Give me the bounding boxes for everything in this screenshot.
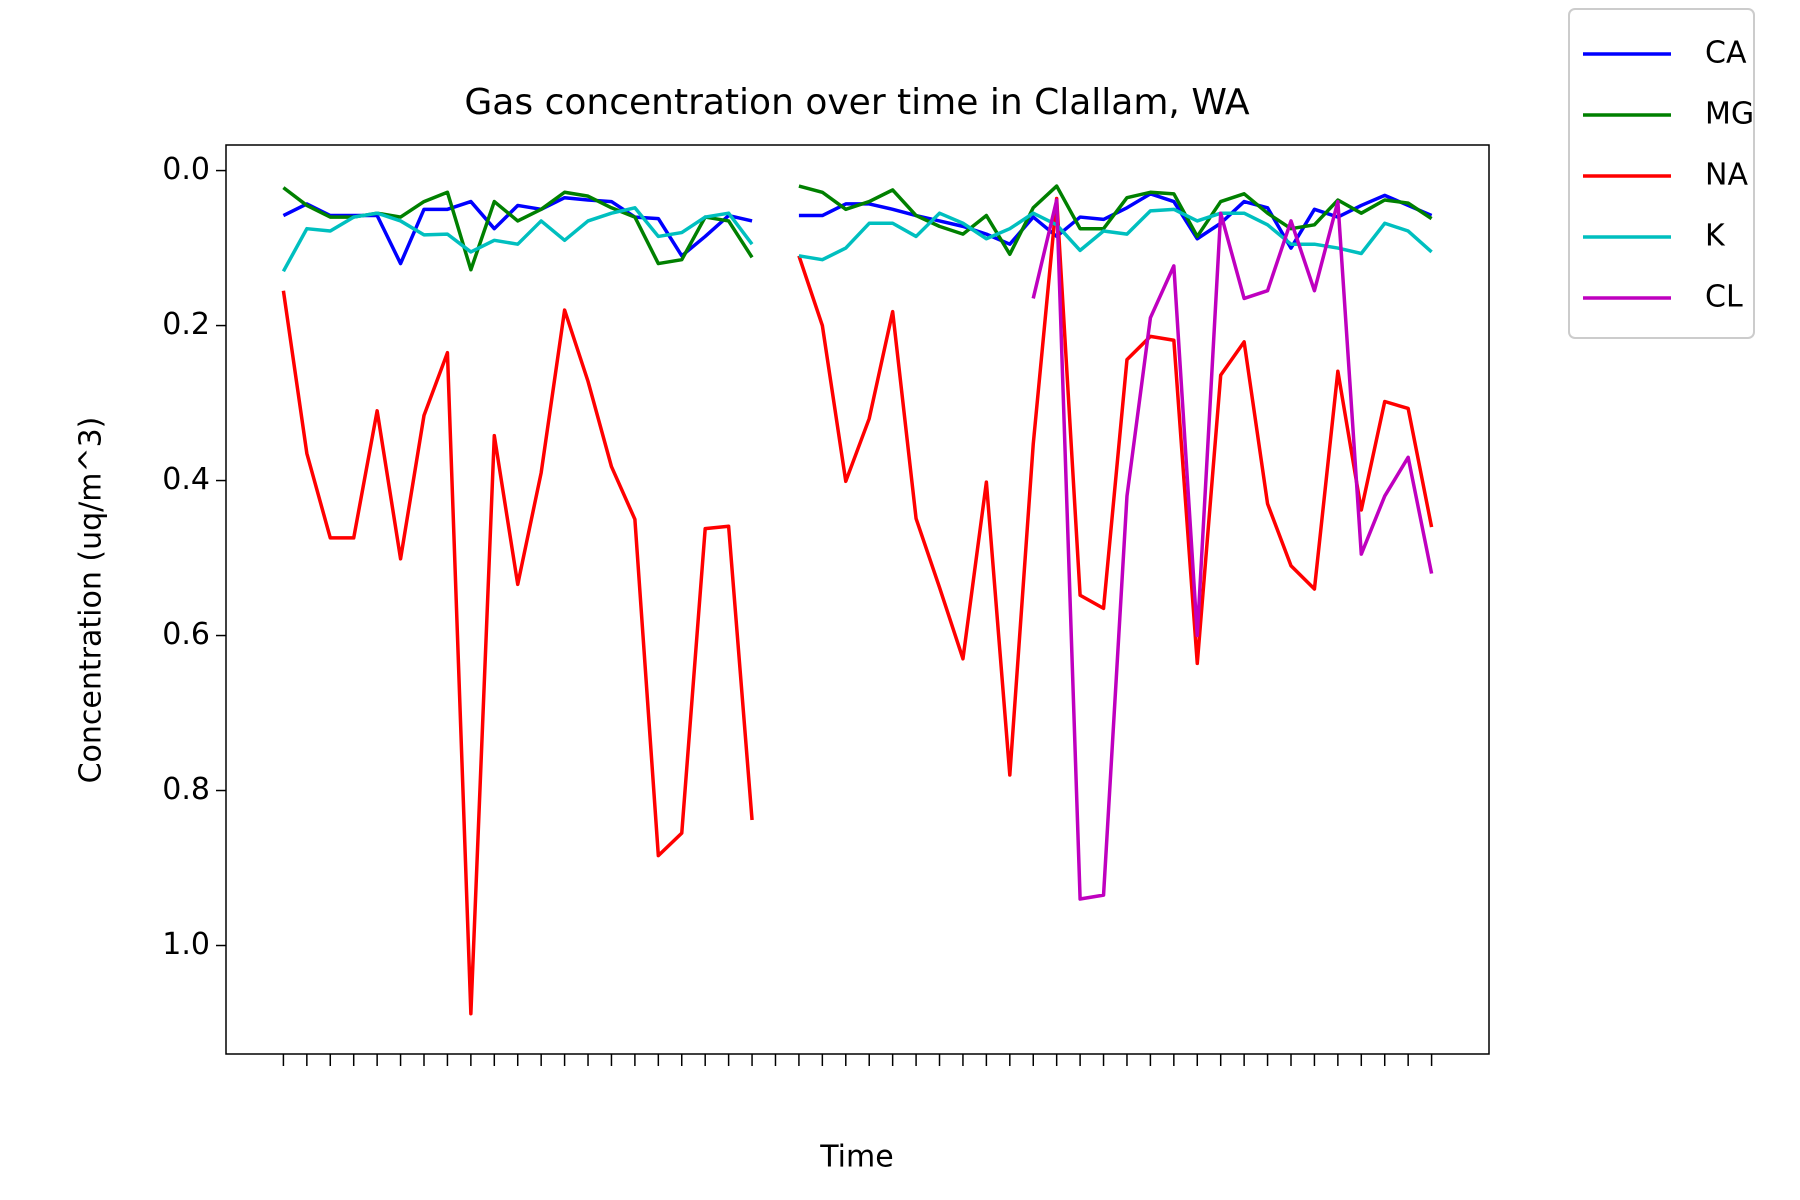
legend-label: CA [1705,36,1747,71]
x-axis-label: Time [819,1140,893,1175]
data-line [281,196,1434,1016]
chart-title: Gas concentration over time in Clallam, … [464,82,1250,123]
y-tick-label: 0.4 [162,462,210,497]
y-tick-label: 0.2 [162,307,210,342]
legend-box [1568,8,1755,339]
y-tick-label: 0.6 [162,617,210,652]
y-axis-label: Concentration (uq/m^3) [74,417,109,784]
y-tick-label: 1.0 [162,927,210,962]
data-line [1031,198,1434,901]
y-tick-label: 0.0 [162,152,210,187]
legend-label: NA [1705,158,1748,193]
legend-label: CL [1705,280,1743,315]
legend-label: K [1705,219,1726,254]
plot-frame [225,144,1490,1055]
y-tick-label: 0.8 [162,772,210,807]
legend-label: MG [1705,97,1754,132]
